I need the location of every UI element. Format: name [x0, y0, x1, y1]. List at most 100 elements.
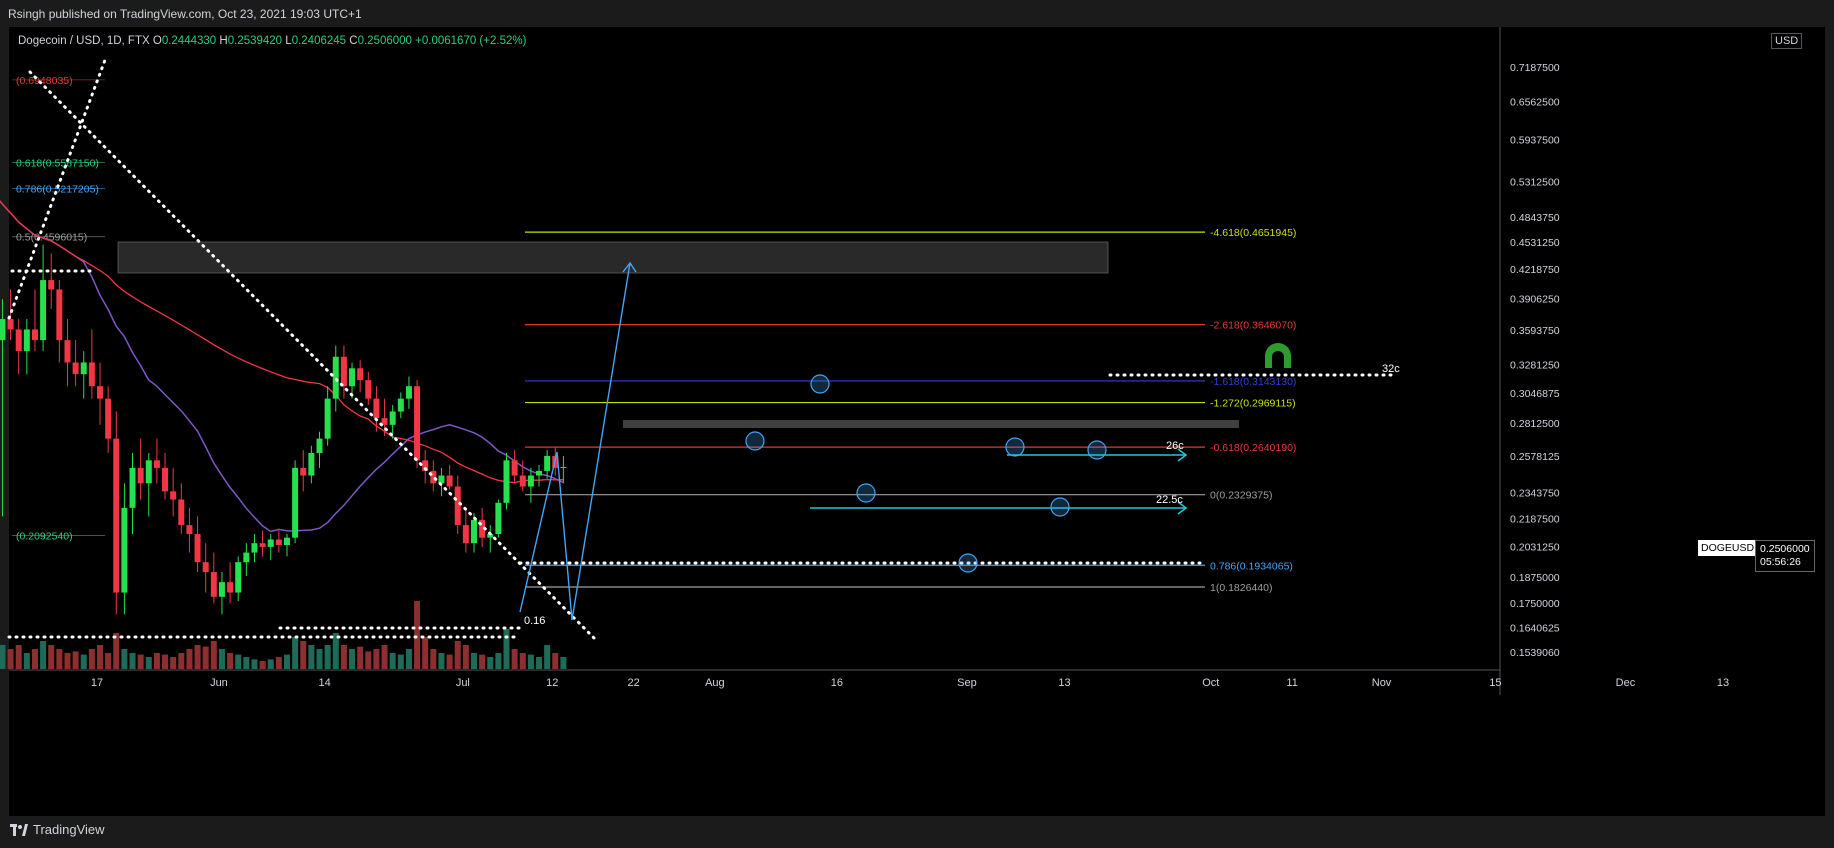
candle-body [194, 534, 201, 563]
time-tick-label: Sep [957, 677, 977, 689]
candle-body [218, 582, 225, 597]
supply-demand-zones [117, 241, 1239, 428]
volume-bar [178, 653, 185, 669]
volume-bar [332, 633, 339, 669]
wave-arrowhead [622, 261, 637, 273]
brand-name: TradingView [33, 822, 105, 837]
time-tick-label: Jun [210, 677, 228, 689]
time-tick-label: 12 [546, 677, 558, 689]
candle-body [324, 398, 331, 439]
pivot-circle [856, 483, 876, 503]
volume-bar [15, 645, 22, 669]
candle-body [129, 467, 136, 508]
resistance-zone [623, 420, 1239, 428]
volume-bar [405, 649, 412, 669]
price-tick-label: 0.2343750 [1510, 487, 1560, 499]
candle-body [48, 280, 55, 290]
volume-bar [218, 649, 225, 669]
volume-bar [446, 654, 453, 669]
candle-body [145, 460, 152, 484]
pivot-circle [745, 431, 765, 451]
candle-body [275, 539, 282, 546]
volume-bar [373, 649, 380, 669]
fib-level-label: -2.618(0.3646070) [1210, 320, 1296, 332]
volume-bar [462, 645, 469, 669]
price-tick-label: 0.1640625 [1510, 623, 1560, 635]
pivot-circle [1005, 437, 1025, 457]
volume-bar [397, 654, 404, 669]
arrow-26c-head [1177, 448, 1188, 462]
price-axis: 0.7187500 0.6562500 0.5937500 0.5312500 0.48… [1510, 62, 1560, 659]
candle-body [243, 552, 250, 563]
fib-level-label: -0.618(0.2640190) [1210, 442, 1296, 454]
tradingview-logo-icon [10, 823, 28, 836]
wave-projection [519, 262, 631, 621]
candle-body [153, 460, 160, 468]
candle-body [495, 502, 502, 535]
price-tick-label: 0.4218750 [1510, 264, 1560, 276]
bar-countdown: 05:56:26 [1760, 556, 1801, 568]
volume-bar [194, 645, 201, 669]
time-tick-label: Jul [456, 677, 470, 689]
volume-bar [0, 645, 6, 669]
candle-body [105, 398, 112, 439]
volume-bar [527, 654, 534, 669]
volume-bar [48, 645, 55, 669]
price-tick-label: 0.3906250 [1510, 293, 1560, 305]
candle-body [462, 525, 469, 544]
candle-body [170, 491, 177, 500]
candles [0, 244, 567, 615]
candle-body [88, 362, 95, 387]
high-value: 0.2539420 [227, 35, 283, 47]
time-tick-label: Aug [705, 677, 725, 689]
price-tick-label: 0.4531250 [1510, 237, 1560, 249]
volume-bar [495, 653, 502, 669]
last-price-tag: 0.2506000 05:56:26 [1755, 540, 1815, 572]
candle-body [300, 467, 307, 476]
volume-bar [113, 633, 120, 669]
volume-bar [162, 654, 169, 669]
volume-bar [316, 649, 323, 669]
fibonacci-levels: -4.618(0.4651945) -2.618(0.3646070) -1.618… [12, 75, 1296, 594]
volume-bar [544, 645, 551, 669]
volume-bar [560, 657, 567, 669]
candle-body [405, 386, 412, 399]
volume-bar [129, 653, 136, 669]
candle-body [397, 398, 404, 412]
candle-body [308, 452, 315, 476]
pivot-circle [958, 553, 978, 573]
candle-body [544, 455, 551, 471]
volume-bar [137, 654, 144, 669]
publish-header: Rsingh published on TradingView.com, Oct… [0, 0, 1834, 27]
volume-bar [23, 653, 30, 669]
price-tick-label: 0.6562500 [1510, 97, 1560, 109]
symbol-title: Dogecoin / USD, 1D, FTX [18, 35, 150, 47]
volume-bar [422, 637, 429, 669]
candle-body [227, 582, 234, 593]
candle-body [503, 460, 510, 503]
volume-bar [227, 653, 234, 669]
volume-bar [292, 637, 299, 669]
pivot-circle [810, 374, 830, 394]
price-tick-label: 0.2031250 [1510, 542, 1560, 554]
candle-body [487, 534, 494, 538]
tradingview-brand[interactable]: TradingView [10, 822, 105, 837]
high-label: H [219, 35, 228, 47]
label-32c: 32c [1382, 363, 1400, 375]
volume-bar [487, 657, 494, 669]
low-label: L [285, 35, 292, 47]
time-tick-label: 16 [831, 677, 843, 689]
volume-bar [170, 657, 177, 669]
candle-body [422, 460, 429, 471]
candle-body [527, 475, 534, 487]
time-tick-label: 13 [1058, 677, 1070, 689]
symbol-tag: DOGEUSD [1698, 540, 1758, 556]
price-tick-label: 0.1750000 [1510, 598, 1560, 610]
downtrend-line [28, 70, 600, 644]
pivot-circle [1050, 497, 1070, 517]
volume-bar [105, 653, 112, 669]
volume-bar [7, 649, 14, 669]
currency-button[interactable]: USD [1771, 33, 1803, 49]
open-value: 0.2444330 [161, 35, 217, 47]
